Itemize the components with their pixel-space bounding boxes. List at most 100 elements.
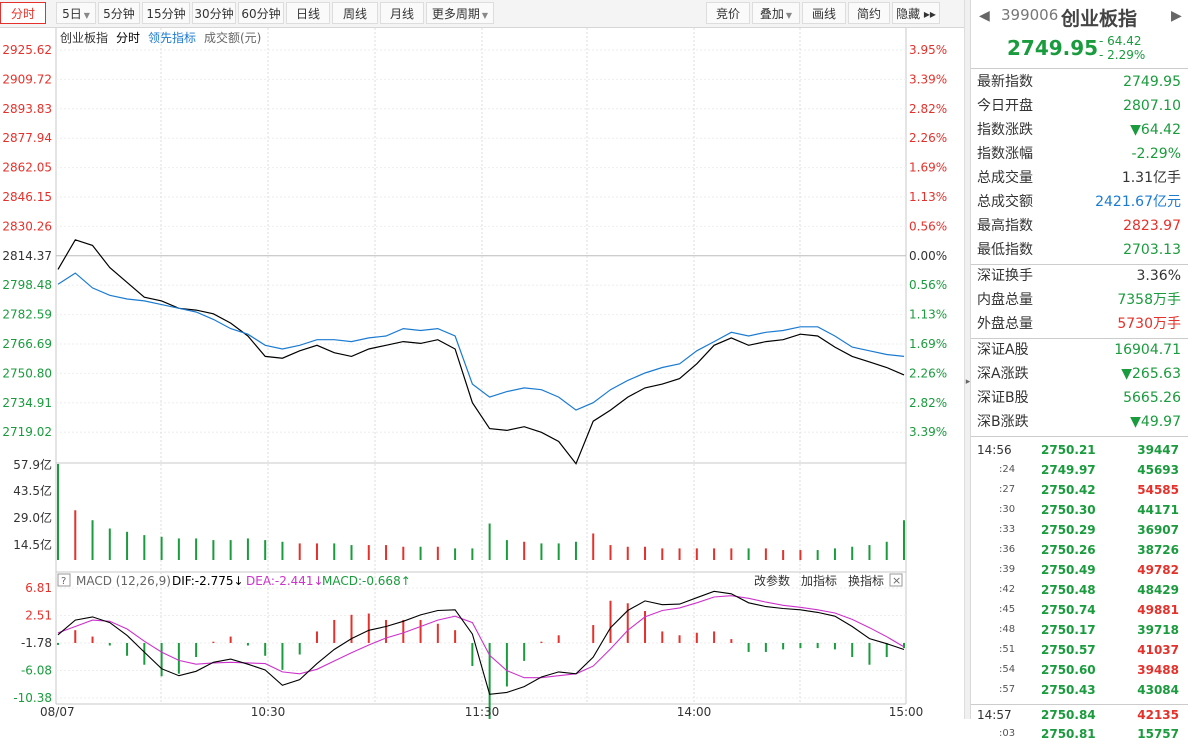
tick-time: :48: [999, 624, 1016, 635]
pct-label-right: 0.56%: [909, 219, 947, 233]
tick-price: 2750.21: [1041, 443, 1096, 457]
period-tab-1[interactable]: 5日 ▼: [56, 2, 96, 24]
period-tab-label: 月线: [389, 7, 414, 21]
tick-row: :45 2750.74 49881: [971, 600, 1188, 620]
quote-value: ▼265.63: [1121, 366, 1181, 382]
quote-label: 最高指数: [977, 218, 1033, 234]
price-label-left: 2734.91: [2, 396, 52, 410]
period-tab-3[interactable]: 15分钟: [142, 2, 190, 24]
tick-row: :36 2750.26 38726: [971, 540, 1188, 560]
tick-row: :27 2750.42 54585: [971, 480, 1188, 500]
tool-button-2[interactable]: 画线: [802, 2, 846, 24]
quote-row: 最高指数 2823.97: [971, 214, 1188, 238]
quote-value: 16904.71: [1114, 342, 1181, 358]
tick-price: 2749.97: [1041, 463, 1096, 477]
next-arrow-icon[interactable]: ▶: [1171, 8, 1182, 24]
tick-price: 2750.74: [1041, 603, 1096, 617]
tick-time: :30: [999, 504, 1016, 515]
prev-arrow-icon[interactable]: ◀: [979, 8, 990, 24]
period-tab-label: 分时: [10, 7, 35, 21]
period-tab-5[interactable]: 60分钟: [238, 2, 284, 24]
period-tab-4[interactable]: 30分钟: [192, 2, 236, 24]
quote-row: 总成交额 2421.67亿元: [971, 190, 1188, 214]
quote-label: 深证A股: [977, 342, 1029, 358]
tick-price: 2750.48: [1041, 583, 1096, 597]
help-icon: [57, 573, 71, 587]
period-tab-7[interactable]: 周线: [332, 2, 378, 24]
pct-label-right: 1.69%: [909, 337, 947, 351]
quote-group2: 深证换手 3.36% 内盘总量 7358万手 外盘总量 5730万手: [971, 264, 1188, 339]
macd-axis-label: -10.38: [13, 691, 52, 705]
pct-label-right: 1.13%: [909, 308, 947, 322]
quote-panel: ◀ 399006 创业板指 ▶ 2749.95 - 64.42 - 2.29% …: [970, 0, 1188, 741]
pct-label-right: 2.26%: [909, 131, 947, 145]
period-tab-0[interactable]: 分时: [0, 2, 46, 24]
price-label-left: 2893.83: [2, 102, 52, 116]
collapse-arrow-icon[interactable]: ▸: [965, 377, 971, 387]
legend-volume: 成交额(元): [204, 30, 261, 45]
price-label-left: 2925.62: [2, 43, 52, 57]
legend-mode: 分时: [116, 31, 140, 45]
tool-button-3[interactable]: 简约: [848, 2, 890, 24]
tool-button-4[interactable]: 隐藏 ▸▸: [892, 2, 940, 24]
quote-label: 内盘总量: [977, 292, 1033, 308]
price-label-left: 2877.94: [2, 131, 52, 145]
legend-lead-indicator: 领先指标: [148, 30, 196, 45]
quote-label: 指数涨幅: [977, 146, 1033, 162]
period-tab-6[interactable]: 日线: [286, 2, 330, 24]
quote-value: 2807.10: [1123, 98, 1181, 114]
index-name: 创业板指: [1061, 8, 1138, 30]
quote-value: -2.29%: [1131, 146, 1181, 162]
tick-volume: 49782: [1137, 563, 1179, 577]
period-tab-9[interactable]: 更多周期 ▼: [426, 2, 494, 24]
tick-price: 2750.49: [1041, 563, 1096, 577]
quote-label: 深A涨跌: [977, 366, 1029, 382]
price-label-left: 2782.59: [2, 308, 52, 322]
period-tab-2[interactable]: 5分钟: [98, 2, 140, 24]
current-price: 2749.95: [1007, 36, 1099, 60]
period-tab-8[interactable]: 月线: [380, 2, 424, 24]
macd-close-icon: [889, 573, 903, 587]
quote-value: 7358万手: [1117, 292, 1181, 308]
time-axis-label: 15:00: [889, 705, 924, 719]
quote-row: 深A涨跌 ▼265.63: [971, 362, 1188, 386]
macd-axis-label: -1.78: [21, 636, 52, 650]
tick-price: 2750.84: [1041, 708, 1096, 722]
period-tab-label: 15分钟: [146, 7, 186, 21]
time-axis-label: 08/07: [40, 705, 75, 719]
macd-button-params: 改参数: [754, 573, 790, 588]
macd-dea-line: [57, 595, 905, 679]
tick-time: :54: [999, 664, 1016, 675]
tool-button-1[interactable]: 叠加 ▼: [752, 2, 800, 24]
tool-button-0[interactable]: 竞价: [706, 2, 750, 24]
volume-axis-label: 29.0亿: [13, 510, 52, 525]
macd-close-glyph: ×: [892, 574, 901, 587]
pct-label-right: 0.56%: [909, 278, 947, 292]
tick-row: :24 2749.97 45693: [971, 460, 1188, 480]
volume-axis-label: 57.9亿: [13, 457, 52, 472]
tick-time: :39: [999, 564, 1016, 575]
tick-volume: 42135: [1137, 708, 1179, 722]
quote-row: 今日开盘 2807.10: [971, 94, 1188, 118]
dropdown-arrow-icon: ▼: [83, 11, 90, 20]
tick-volume: 54585: [1137, 483, 1179, 497]
lead-indicator-line: [57, 272, 905, 411]
period-tab-label: 5分钟: [103, 7, 135, 21]
help-icon-glyph: ?: [61, 576, 66, 587]
tick-price: 2750.57: [1041, 643, 1096, 657]
panel-splitter[interactable]: ▸: [964, 0, 971, 719]
quote-label: 今日开盘: [977, 98, 1033, 114]
tick-time: :36: [999, 544, 1016, 555]
pct-label-right: 3.39%: [909, 425, 947, 439]
tick-row: :39 2750.49 49782: [971, 560, 1188, 580]
pct-label-right: 1.13%: [909, 190, 947, 204]
quote-value: 5665.26: [1123, 390, 1181, 406]
price-label-left: 2719.02: [2, 425, 52, 439]
period-toolbar: 分时 5日 ▼ 5分钟 15分钟 30分钟 60分钟 日线 周线 月线 更多周期 ▼ 竞价 叠加 ▼ 画线 简约…: [0, 0, 964, 28]
intraday-chart: 创业板指 分时 领先指标 成交额(元) 2925.62 3.95% 2909.72 3.39%…: [2, 28, 947, 722]
macd-dea: DEA:-2.441↓: [246, 574, 324, 588]
change-box: - 64.42 - 2.29%: [1099, 34, 1145, 62]
tick-row: :42 2750.48 48429: [971, 580, 1188, 600]
period-tab-label: 5日: [62, 7, 82, 21]
tool-button-label: 竞价: [715, 7, 740, 21]
